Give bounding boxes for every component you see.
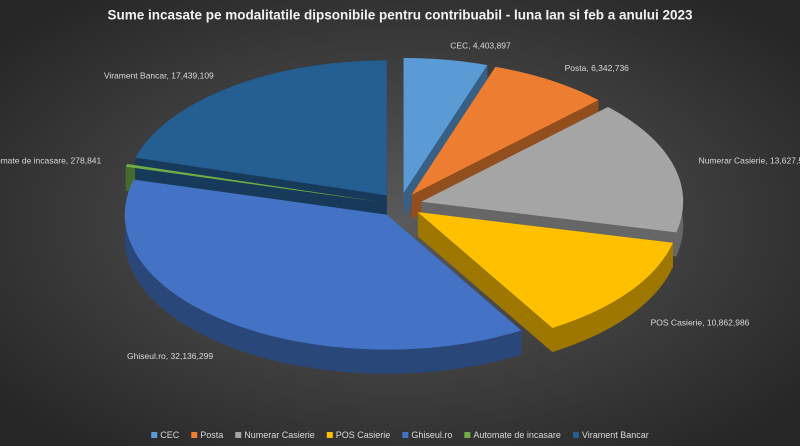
data-label: Numerar Casierie, 13,627,548 [699,156,800,166]
label-value: 32,136,299 [171,351,214,361]
legend-item: Posta [191,430,223,440]
legend-item: POS Casierie [326,430,391,440]
legend-item: Numerar Casierie [235,430,315,440]
label-separator: , [468,41,473,51]
data-labels: CEC, 4,403,897 Posta, 6,342,736 Numerar Ca… [0,41,800,362]
label-value: 278,841 [71,156,102,166]
label-value: 6,342,736 [591,63,629,73]
label-category: Automate de incasare [0,156,66,166]
slice [411,66,599,195]
label-separator: , [765,156,770,166]
label-separator: , [702,318,707,328]
data-label: Posta, 6,342,736 [565,63,630,73]
legend-item: Automate de incasare [464,430,561,440]
slice [124,179,522,350]
slice-rim [124,179,522,374]
legend-item: Ghiseul.ro [402,430,452,440]
data-label: Automate de incasare, 278,841 [0,156,102,166]
legend-swatch [191,432,198,438]
data-label: CEC, 4,403,897 [450,41,511,51]
label-separator: , [66,156,71,166]
label-separator: , [586,63,591,73]
label-category: Posta [565,63,587,73]
legend-label: CEC [160,430,180,440]
legend-swatch [572,432,579,438]
data-label: Ghiseul.ro, 32,136,299 [127,351,213,361]
label-value: 10,862,986 [707,318,750,328]
label-value: 17,439,109 [171,71,214,81]
chart-title: Sume incasate pe modalitatile dipsonibil… [107,8,693,23]
slice [403,58,488,194]
label-category: Numerar Casierie [699,156,766,166]
label-category: POS Casierie [651,318,703,328]
legend-label: Virament Bancar [582,430,649,440]
slice-wall [135,60,387,220]
label-separator: , [166,351,171,361]
label-category: CEC [450,41,468,51]
label-value: 4,403,897 [473,41,511,51]
legend-label: Posta [200,430,223,440]
slice [417,212,673,328]
legend-label: POS Casierie [336,430,391,440]
slice [135,60,387,196]
legend-swatch [402,432,409,438]
legend-item: CEC [151,430,180,440]
legend-label: Automate de incasare [473,430,561,440]
label-separator: , [167,71,172,81]
legend-label: Numerar Casierie [244,430,315,440]
slice [125,164,379,202]
legend: CEC Posta Numerar Casierie POS Casierie Ghis… [151,430,649,440]
legend-swatch [326,432,333,438]
label-category: Virament Bancar [104,71,167,81]
legend-swatch [151,432,158,438]
legend-swatch [464,432,471,438]
legend-item: Virament Bancar [572,430,649,440]
legend-swatch [235,432,242,438]
slice-wall [421,107,677,257]
data-label: POS Casierie, 10,862,986 [651,318,750,328]
label-category: Ghiseul.ro [127,351,166,361]
data-label: Virament Bancar, 17,439,109 [104,71,214,81]
pie-tops [124,58,684,350]
slice-wall [411,66,599,219]
label-value: 13,627,548 [770,156,800,166]
legend-label: Ghiseul.ro [411,430,452,440]
slice [421,107,684,233]
slice-rim [552,242,673,352]
